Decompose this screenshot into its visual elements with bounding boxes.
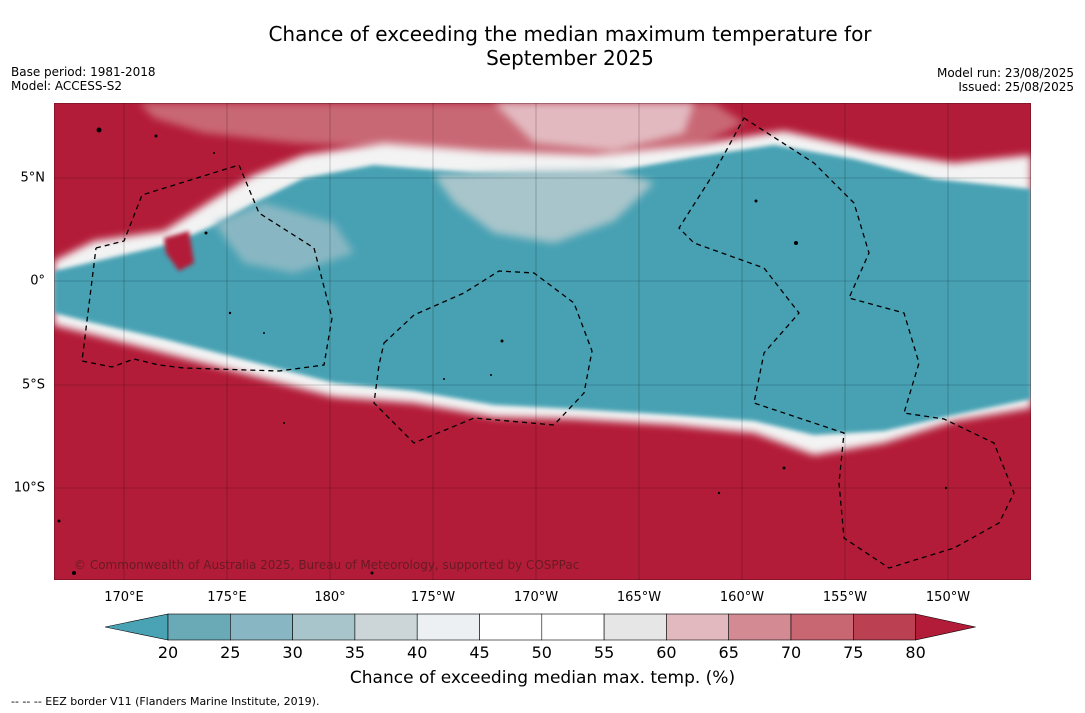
meta-left: Base period: 1981-2018 Model: ACCESS-S2	[11, 65, 156, 93]
colorbar	[105, 613, 976, 641]
colorbar-tick-label: 70	[780, 643, 802, 662]
north-light-pink-area	[494, 103, 694, 151]
colorbar-tick-label: 65	[718, 643, 739, 662]
lon-tick-label: 180°	[314, 590, 346, 605]
meta-right: Model run: 23/08/2025 Issued: 25/08/2025	[937, 66, 1074, 94]
issued-date: Issued: 25/08/2025	[958, 80, 1074, 94]
colorbar-bin	[292, 613, 356, 641]
colorbar-bin	[790, 613, 854, 641]
colorbar-bin	[541, 613, 605, 641]
colorbar-bin	[354, 613, 418, 641]
colorbar-tick-label: 50	[531, 643, 552, 662]
lon-tick-label: 175°E	[207, 590, 247, 605]
colorbar-label: Chance of exceeding median max. temp. (%…	[349, 668, 736, 688]
colorbar-bin	[479, 613, 543, 641]
light-cool-patch-west	[214, 203, 354, 273]
map-title: Chance of exceeding the median maximum t…	[0, 22, 1085, 70]
light-cool-patch	[434, 169, 654, 243]
eez-borders	[81, 117, 1015, 569]
colorbar-tick-label: 75	[843, 643, 864, 662]
forecast-map	[54, 103, 1031, 580]
colorbar-bin	[852, 613, 916, 641]
model-run: Model run: 23/08/2025	[936, 66, 1074, 80]
map-frame	[54, 103, 1031, 580]
colorbar-bin	[167, 613, 231, 641]
colorbar-tick-label: 60	[656, 643, 677, 662]
lon-tick-label: 175°W	[410, 590, 456, 605]
colorbar-bin	[230, 613, 293, 641]
colorbar-bin	[416, 613, 480, 641]
red-notch	[164, 231, 194, 271]
lat-tick-label: 10°S	[13, 480, 45, 496]
colorbar-tick-label: 30	[282, 643, 303, 662]
model-name: Model: ACCESS-S2	[11, 79, 123, 93]
lat-gridlines	[54, 177, 1031, 489]
colorbar-bin	[666, 613, 730, 641]
lat-tick-label: 5°S	[21, 377, 45, 393]
title-line-1: Chance of exceeding the median maximum t…	[268, 22, 872, 46]
lon-tick-label: 170°W	[513, 590, 559, 605]
lon-tick-label: 165°W	[616, 590, 662, 605]
lon-tick-label: 150°W	[925, 590, 971, 605]
eez-footnote: -- -- -- EEZ border V11 (Flanders Marine…	[11, 695, 320, 708]
title-line-2: September 2025	[486, 46, 654, 70]
colorbar-below-arrow	[105, 613, 169, 641]
base-period: Base period: 1981-2018	[11, 65, 156, 79]
lon-tick-label: 160°W	[719, 590, 765, 605]
colorbar-tick-label: 40	[407, 643, 428, 662]
copyright-notice: © Commonwealth of Australia 2025, Bureau…	[74, 558, 580, 572]
colorbar-tick-label: 20	[157, 643, 179, 662]
colorbar-tick-label: 80	[905, 643, 926, 662]
lon-tick-label: 155°W	[822, 590, 868, 605]
colorbar-tick-label: 35	[344, 643, 366, 662]
colorbar-tick-label: 25	[220, 643, 241, 662]
colorbar-bin	[728, 613, 792, 641]
colorbar-tick-label: 45	[469, 643, 490, 662]
lon-gridlines	[123, 103, 949, 580]
colorbar-above-arrow	[915, 613, 976, 641]
lat-tick-label: 0°	[30, 273, 45, 289]
island-dots	[57, 127, 948, 575]
colorbar-bin	[603, 613, 667, 641]
lon-tick-label: 170°E	[104, 590, 144, 605]
lat-tick-label: 5°N	[20, 170, 46, 186]
colorbar-tick-label: 55	[593, 643, 615, 662]
